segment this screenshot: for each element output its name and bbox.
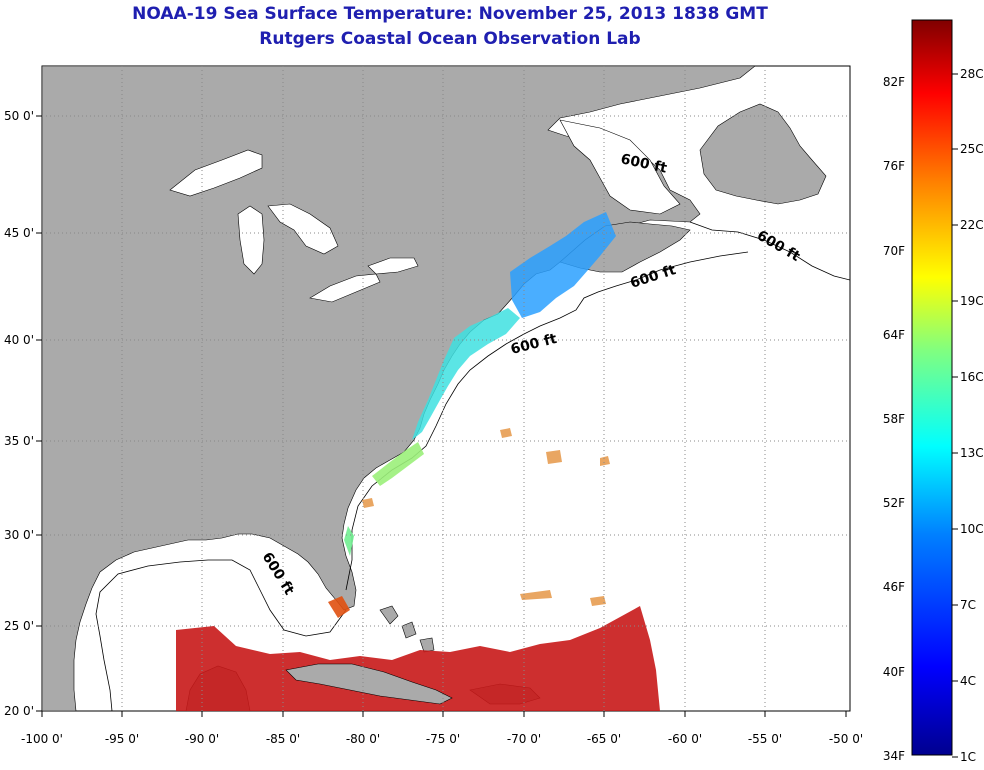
sst-caribbean-warm [176,606,660,711]
lat-label: 25 0' [4,619,34,633]
latitude-labels: 20 0' 25 0' 30 0' 35 0' 40 0' 45 0' 50 0' [4,109,42,718]
lon-label: -80 0' [346,732,380,746]
colorbar-c-label: 19C [960,294,984,308]
lon-label: -70 0' [507,732,541,746]
lake-ontario [367,257,419,275]
lon-label: -60 0' [668,732,702,746]
colorbar-f-label: 58F [883,412,905,426]
lake-michigan [237,205,265,275]
map-subtitle: Rutgers Coastal Ocean Observation Lab [259,29,641,49]
celsius-labels: 28C 25C 22C 19C 16C 13C 10C 7C 4C 1C [952,67,984,764]
lon-label: -100 0' [21,732,63,746]
colorbar-f-label: 40F [883,665,905,679]
lake-superior [169,149,263,197]
colorbar-f-label: 52F [883,496,905,510]
lat-label: 20 0' [4,704,34,718]
colorbar-f-label: 70F [883,244,905,258]
colorbar-f-label: 46F [883,580,905,594]
colorbar-c-label: 10C [960,522,984,536]
isobath-atlantic [345,251,749,591]
colorbar-c-label: 4C [960,674,976,688]
colorbar-c-label: 13C [960,446,984,460]
lon-label: -85 0' [266,732,300,746]
lat-label: 50 0' [4,109,34,123]
colorbar-c-label: 25C [960,142,984,156]
lat-label: 35 0' [4,434,34,448]
lat-label: 40 0' [4,333,34,347]
colorbar-f-label: 82F [883,75,905,89]
lake-huron [267,203,339,255]
sst-keys-warm [328,596,350,618]
cuba-land-overlay [285,663,453,705]
lon-label: -50 0' [829,732,863,746]
lat-label: 30 0' [4,528,34,542]
colorbar-c-label: 22C [960,218,984,232]
lon-label: -65 0' [587,732,621,746]
lon-label: -95 0' [105,732,139,746]
lon-label: -90 0' [185,732,219,746]
bahamas-land [379,605,435,653]
colorbar-f-label: 76F [883,159,905,173]
lat-lon-grid [42,66,850,711]
map-title: NOAA-19 Sea Surface Temperature: Novembe… [132,4,768,24]
colorbar-c-label: 1C [960,750,976,764]
isobath-grand-banks [689,221,850,281]
sst-florida [344,526,354,556]
sst-mid-atlantic [412,308,520,440]
colorbar-c-label: 16C [960,370,984,384]
colorbar-f-label: 34F [883,749,905,763]
lon-label: -75 0' [426,732,460,746]
isobath-gulf [95,559,347,711]
fahrenheit-labels: 82F 76F 70F 64F 58F 52F 46F 40F 34F [883,75,905,763]
temperature-colorbar [911,19,953,756]
lat-label: 45 0' [4,226,34,240]
colorbar-f-label: 64F [883,328,905,342]
gulf-st-lawrence-water [559,119,681,215]
sst-gulf-of-maine [510,212,616,318]
colorbar-c-label: 7C [960,598,976,612]
north-america-land [42,66,756,711]
colorbar-c-label: 28C [960,67,984,81]
lake-erie [309,273,381,303]
longitude-labels: -100 0' -95 0' -90 0' -85 0' -80 0' -75 0' -70… [21,711,863,746]
newfoundland-land [699,103,827,205]
sst-carolinas [372,442,424,486]
lon-label: -55 0' [748,732,782,746]
